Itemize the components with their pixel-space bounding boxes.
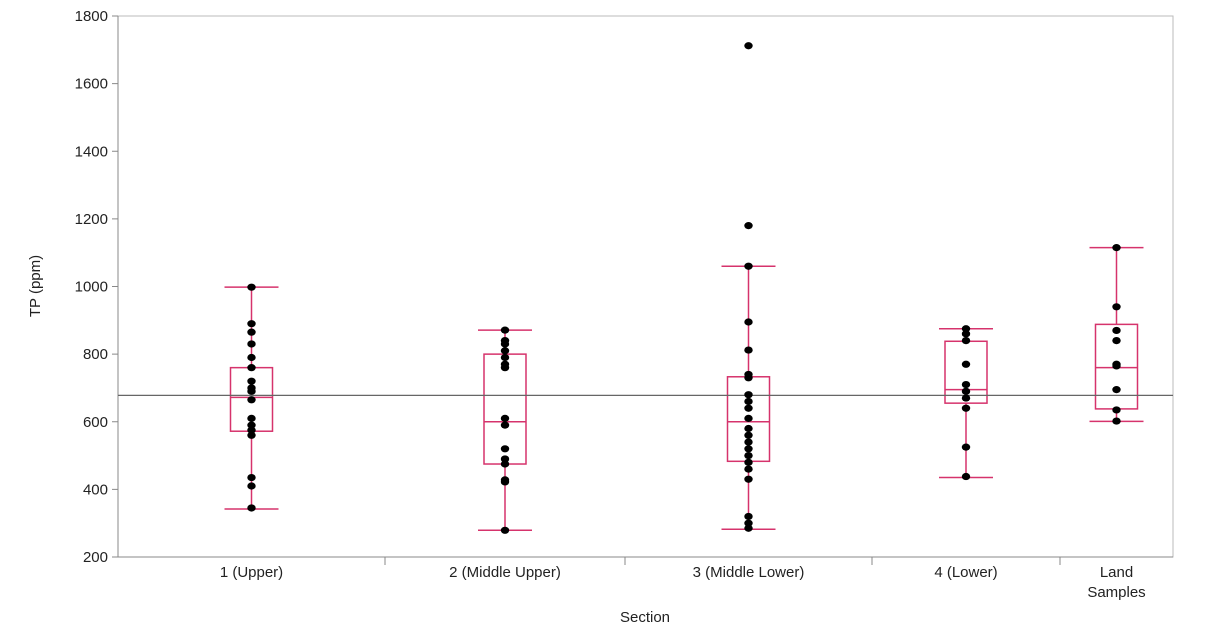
data-point — [961, 330, 971, 338]
data-point — [744, 524, 753, 532]
data-point — [744, 519, 753, 527]
data-point — [500, 360, 510, 368]
data-point — [247, 431, 256, 439]
x-tick-label: 2 (Middle Upper) — [449, 564, 561, 581]
data-point — [744, 42, 753, 50]
data-point — [744, 222, 753, 230]
data-point — [961, 325, 971, 333]
data-point — [1112, 326, 1121, 335]
data-point — [1112, 386, 1121, 394]
y-tick-label: 800 — [83, 346, 108, 363]
data-point — [744, 445, 753, 453]
data-point — [744, 370, 753, 379]
data-point — [500, 460, 510, 468]
data-point — [961, 360, 971, 368]
y-tick-label: 400 — [83, 481, 108, 498]
data-point — [961, 443, 971, 451]
data-point — [500, 526, 510, 534]
data-point — [247, 421, 256, 429]
y-tick-label: 1400 — [75, 143, 108, 160]
data-point — [247, 328, 256, 336]
data-point — [500, 337, 510, 345]
y-tick-label: 1600 — [75, 76, 108, 93]
data-point — [247, 364, 256, 372]
data-point — [500, 455, 510, 463]
data-point — [500, 414, 510, 422]
data-point — [247, 320, 256, 328]
data-point — [744, 262, 753, 270]
data-point — [744, 346, 753, 354]
data-point — [1112, 303, 1121, 311]
data-point — [1112, 244, 1121, 252]
data-point — [744, 431, 753, 439]
data-point — [961, 380, 971, 389]
data-point — [961, 472, 971, 481]
y-tick-label: 200 — [83, 549, 108, 566]
data-point — [247, 414, 256, 422]
data-point — [1112, 360, 1121, 368]
data-point — [247, 396, 256, 404]
data-point — [500, 347, 510, 355]
data-point — [744, 475, 753, 483]
data-point — [744, 318, 753, 326]
data-point — [744, 458, 753, 466]
y-tick-label: 600 — [83, 414, 108, 431]
data-point — [961, 394, 971, 402]
x-tick-label: Samples — [1087, 584, 1145, 601]
data-point — [500, 421, 510, 429]
plot-background — [117, 15, 1174, 558]
data-point — [247, 473, 256, 482]
data-point — [1112, 337, 1121, 345]
data-point — [247, 384, 256, 392]
axis-layer: 200 400 600 800 1000 1200 1400 1600 1800 1 (Upper… — [75, 8, 1173, 601]
data-point — [500, 353, 510, 362]
x-axis-title: Section — [620, 609, 670, 626]
y-tick-label: 1200 — [75, 211, 108, 228]
data-point — [744, 424, 753, 433]
data-point — [744, 397, 753, 406]
data-point — [744, 438, 753, 446]
y-tick-label: 1000 — [75, 279, 108, 296]
data-point — [744, 512, 753, 521]
data-point — [247, 283, 256, 291]
x-tick-label: Land — [1100, 564, 1133, 581]
data-point — [744, 451, 753, 460]
data-point — [500, 445, 510, 453]
data-point — [744, 404, 753, 412]
data-point — [744, 414, 753, 422]
data-point — [500, 326, 510, 334]
data-point — [247, 377, 256, 385]
data-point — [744, 391, 753, 399]
data-point — [247, 340, 256, 348]
x-tick-label: 3 (Middle Lower) — [693, 564, 805, 581]
y-tick-label: 1800 — [75, 8, 108, 25]
data-point — [744, 465, 753, 473]
data-point — [247, 504, 256, 512]
data-point — [247, 353, 256, 362]
data-point — [1112, 406, 1121, 414]
data-point — [961, 404, 971, 412]
data-point — [247, 482, 256, 490]
y-axis-title: TP (ppm) — [27, 255, 44, 317]
data-layer — [118, 42, 1173, 534]
data-point — [247, 426, 256, 434]
data-point — [500, 476, 510, 484]
data-point — [961, 387, 971, 395]
data-point — [961, 337, 971, 345]
x-tick-label: 4 (Lower) — [934, 564, 997, 581]
x-tick-label: 1 (Upper) — [220, 564, 283, 581]
data-point — [1112, 417, 1121, 425]
